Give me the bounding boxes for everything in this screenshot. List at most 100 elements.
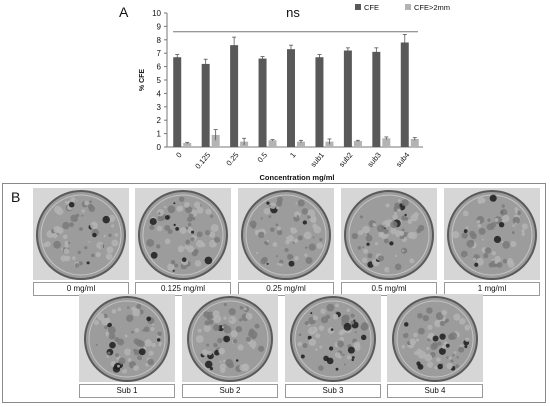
colony <box>286 253 293 260</box>
colony <box>354 331 357 334</box>
panel-b: B 0 mg/ml 0.125 mg/ml 0.25 mg/ml 0.5 mg/ml 1… <box>2 183 546 403</box>
colony <box>307 335 312 340</box>
colony <box>223 325 232 334</box>
colony <box>193 201 201 209</box>
colony <box>459 318 466 325</box>
colony <box>426 361 434 368</box>
colony <box>194 260 202 267</box>
colony <box>301 208 309 215</box>
colony <box>284 247 289 253</box>
colony <box>203 311 210 318</box>
colony <box>232 338 238 344</box>
colony <box>96 241 104 249</box>
legend-label-cfe-2mm: CFE>2mm <box>414 3 450 12</box>
colony <box>517 210 522 215</box>
colony <box>272 241 278 247</box>
colony <box>254 323 260 329</box>
colony <box>207 350 213 356</box>
colony <box>84 246 88 250</box>
dish-rim <box>40 194 122 276</box>
colony <box>133 348 137 352</box>
bar-cfe <box>343 50 352 147</box>
bar-cfe <box>372 51 381 147</box>
y-tick-label: 0 <box>157 143 162 152</box>
colony <box>266 262 269 265</box>
petri-dish-image <box>285 294 381 382</box>
colony <box>304 246 308 249</box>
colony <box>114 337 120 342</box>
colony <box>279 259 284 265</box>
bar-cfe <box>173 57 182 147</box>
colony <box>410 214 418 222</box>
colony <box>307 209 316 217</box>
colony <box>418 224 425 232</box>
colony <box>81 214 84 217</box>
colony <box>90 221 98 230</box>
colony <box>124 348 132 356</box>
colony <box>149 218 157 226</box>
colony <box>481 238 484 241</box>
colony <box>235 325 243 333</box>
colony <box>409 258 415 264</box>
colony <box>426 346 430 351</box>
colony <box>347 346 355 354</box>
dish-rim <box>88 300 166 378</box>
dish-photo <box>387 294 483 382</box>
colony <box>177 245 185 253</box>
dish-rim <box>245 194 327 276</box>
panel-a: A 0 1 2 3 4 5 6 7 8 9 10 % CFE 0 0.125 0.25 0.5 1 sub1 sub… <box>0 0 550 182</box>
colony <box>131 330 134 334</box>
colony <box>104 317 111 324</box>
x-tick-label: 0.125 <box>193 151 212 171</box>
colony <box>263 207 271 215</box>
colony <box>312 315 318 321</box>
colony <box>521 232 526 236</box>
colony <box>237 344 244 351</box>
colony <box>498 221 505 228</box>
colony <box>351 358 355 362</box>
colony <box>146 316 152 322</box>
colony <box>277 229 283 236</box>
bar-cfe <box>201 63 210 147</box>
legend-swatch-cfe-2mm <box>405 4 411 10</box>
colony <box>286 238 290 242</box>
colony <box>515 210 518 214</box>
colony <box>491 258 494 262</box>
bar-cfe-2mm <box>382 138 391 147</box>
colony <box>81 209 85 213</box>
colony <box>212 310 220 318</box>
colony <box>157 215 164 222</box>
y-tick-label: 1 <box>157 130 162 139</box>
colony <box>346 355 351 360</box>
colony <box>319 237 323 242</box>
dish-card: 0.5 mg/ml <box>341 188 437 296</box>
colony <box>134 328 140 333</box>
y-tick-label: 6 <box>157 63 162 72</box>
colony <box>305 256 313 265</box>
colony <box>445 318 450 323</box>
bar-cfe-2mm <box>353 140 362 147</box>
petri-dish-image <box>33 188 129 280</box>
colony <box>390 227 397 235</box>
colony <box>502 258 508 264</box>
colony <box>143 326 150 333</box>
colony <box>156 225 163 232</box>
colony <box>225 358 234 367</box>
dish-card: Sub 4 <box>387 294 483 398</box>
colony <box>245 312 253 320</box>
colony <box>302 343 308 349</box>
colony <box>511 231 515 235</box>
bar-cfe <box>400 42 409 148</box>
colony <box>487 218 491 222</box>
colony <box>197 328 202 333</box>
colony <box>443 341 448 345</box>
dish-photo <box>182 294 278 382</box>
colony <box>212 324 220 331</box>
colony <box>275 223 279 227</box>
colony <box>473 257 477 261</box>
colony <box>124 334 128 338</box>
colony <box>88 240 91 243</box>
colony <box>179 227 187 235</box>
colony <box>68 201 75 208</box>
colony <box>453 313 461 321</box>
